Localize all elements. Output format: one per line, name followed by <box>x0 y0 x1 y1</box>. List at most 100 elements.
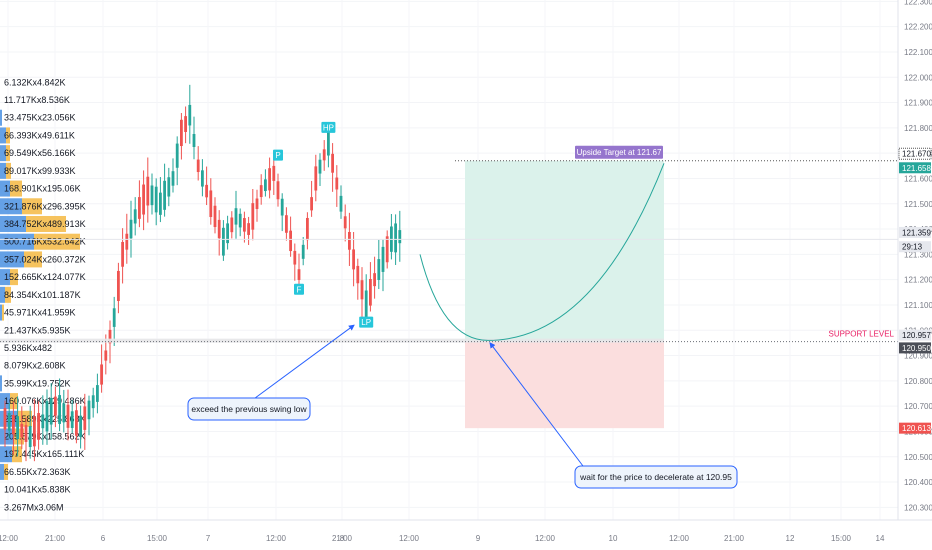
volume-profile-row: 69.549Kx56.166K <box>0 145 76 162</box>
candle-body <box>142 184 145 215</box>
candle-body <box>112 308 116 327</box>
time-tick-label: 21:00 <box>724 534 745 543</box>
volume-profile-label: 69.549Kx56.166K <box>4 148 76 158</box>
candle-body <box>175 143 179 168</box>
volume-profile-row: 384.752Kx489.913K <box>0 215 86 232</box>
candle-body <box>87 400 91 420</box>
swing-label-f[interactable]: F <box>294 283 304 295</box>
projection-curve[interactable] <box>419 163 665 341</box>
candle <box>385 230 389 269</box>
candle-body <box>129 219 133 239</box>
price-badge-text: 121.359 <box>902 228 931 237</box>
candle-body <box>121 241 124 267</box>
callout-1[interactable]: exceed the previous swing low <box>187 324 355 421</box>
volume-sell-bar <box>10 180 22 197</box>
price-axis-badge: 29:13 <box>899 241 931 253</box>
candle <box>243 211 246 243</box>
loss-zone[interactable] <box>465 341 664 429</box>
candle-body <box>12 415 15 435</box>
candle <box>142 170 145 231</box>
price-tick-label: 121.900 <box>904 99 932 108</box>
candle <box>121 228 124 284</box>
time-axis[interactable]: 12:00 21:00 6 15:00 7 12:00 21:008 12:00 9 12:00 1… <box>0 519 932 543</box>
volume-profile-label: 11.717Kx8.536K <box>4 95 70 105</box>
candle <box>264 169 267 197</box>
swing-label-box <box>321 121 336 133</box>
candle-body <box>377 259 381 280</box>
candle <box>117 262 120 314</box>
candle-body <box>251 203 255 230</box>
volume-profile-label: 384.752Kx489.913K <box>4 219 86 229</box>
time-tick-label: 21:00 <box>332 534 353 543</box>
price-badge-box <box>899 329 931 341</box>
target-label[interactable]: Upside Target at 121.67 <box>575 145 663 159</box>
volume-buy-bar <box>0 127 6 144</box>
volume-profile-row: 89.017Kx99.933K <box>0 162 76 179</box>
time-tick-label: 12 <box>786 534 795 543</box>
price-tick-label: 120.700 <box>904 402 932 411</box>
volume-profile-label: 205.879Kx158.562K <box>4 432 86 442</box>
volume-sell-bar <box>10 393 18 410</box>
candle-body <box>272 165 276 181</box>
candle <box>154 178 158 226</box>
candle-body <box>373 273 376 287</box>
candle <box>58 378 61 432</box>
time-tick-label: 12:00 <box>669 534 690 543</box>
candle <box>289 216 292 257</box>
price-tick-label: 122.300 <box>904 0 932 6</box>
candle <box>276 173 280 207</box>
candle <box>352 232 355 287</box>
candle-body <box>301 244 305 259</box>
price-tick-label: 122.100 <box>904 48 932 57</box>
volume-profile-label: 321.876Kx296.395K <box>4 201 86 211</box>
candle-body <box>75 410 78 436</box>
candle-body <box>28 425 32 448</box>
candle <box>255 189 259 222</box>
candle <box>125 213 129 264</box>
candle <box>335 165 339 207</box>
time-tick-label: 12:00 <box>399 534 420 543</box>
volume-profile-label: 89.017Kx99.933K <box>4 166 76 176</box>
volume-profile-row: 152.665Kx124.077K <box>0 269 86 286</box>
candle <box>310 180 313 217</box>
candle-body <box>79 415 82 438</box>
volume-profile-label: 5.936Kx482 <box>4 343 52 353</box>
volume-profile-label: 3.267Mx3.06M <box>4 502 64 512</box>
volume-buy-bar <box>0 304 2 321</box>
volume-sell-bar <box>6 145 10 162</box>
candle <box>285 207 288 241</box>
price-tick-label: 120.300 <box>904 503 932 512</box>
candle-body <box>352 249 355 270</box>
candle-body <box>293 250 297 265</box>
candle-body <box>230 217 234 233</box>
candle-body <box>226 223 229 244</box>
swing-label-p[interactable]: P <box>273 149 283 161</box>
profit-zone[interactable] <box>465 160 664 342</box>
candle-body <box>238 213 242 228</box>
candle-body <box>339 195 343 212</box>
candle <box>41 395 45 445</box>
candle <box>377 239 381 290</box>
volume-profile-row: 500.716Kx532.642K <box>0 233 86 250</box>
volume-profile-label: 160.076Kx129.486K <box>4 396 86 406</box>
volume-profile-label: 152.665Kx124.077K <box>4 272 86 282</box>
swing-label-box <box>273 149 283 161</box>
candle-body <box>133 209 137 224</box>
time-tick-label: 6 <box>101 534 106 543</box>
candle-body <box>280 198 284 216</box>
price-tick-label: 121.500 <box>904 200 932 209</box>
swing-label-text: P <box>275 151 280 160</box>
candle-body <box>33 416 36 447</box>
candle-body <box>264 179 267 192</box>
swing-label-lp[interactable]: LP <box>359 316 374 328</box>
swing-label-hp[interactable]: HP <box>321 121 336 133</box>
volume-profile-row: 197.445Kx165.111K <box>0 446 84 463</box>
price-axis[interactable]: 120.300120.400120.500120.600120.700120.8… <box>897 0 932 520</box>
time-tick-label: 8 <box>340 534 345 543</box>
candle <box>356 258 360 300</box>
candle-body <box>24 425 28 442</box>
volume-sell-bar <box>24 251 42 268</box>
volume-sell-bar <box>26 215 66 232</box>
callout-2[interactable]: wait for the price to decelerate at 120.… <box>489 342 738 489</box>
